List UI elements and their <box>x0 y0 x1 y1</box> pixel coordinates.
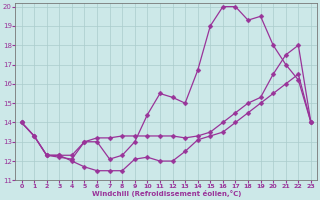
X-axis label: Windchill (Refroidissement éolien,°C): Windchill (Refroidissement éolien,°C) <box>92 190 241 197</box>
